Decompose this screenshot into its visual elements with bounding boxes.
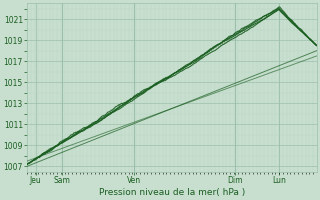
X-axis label: Pression niveau de la mer( hPa ): Pression niveau de la mer( hPa ) [99, 188, 245, 197]
